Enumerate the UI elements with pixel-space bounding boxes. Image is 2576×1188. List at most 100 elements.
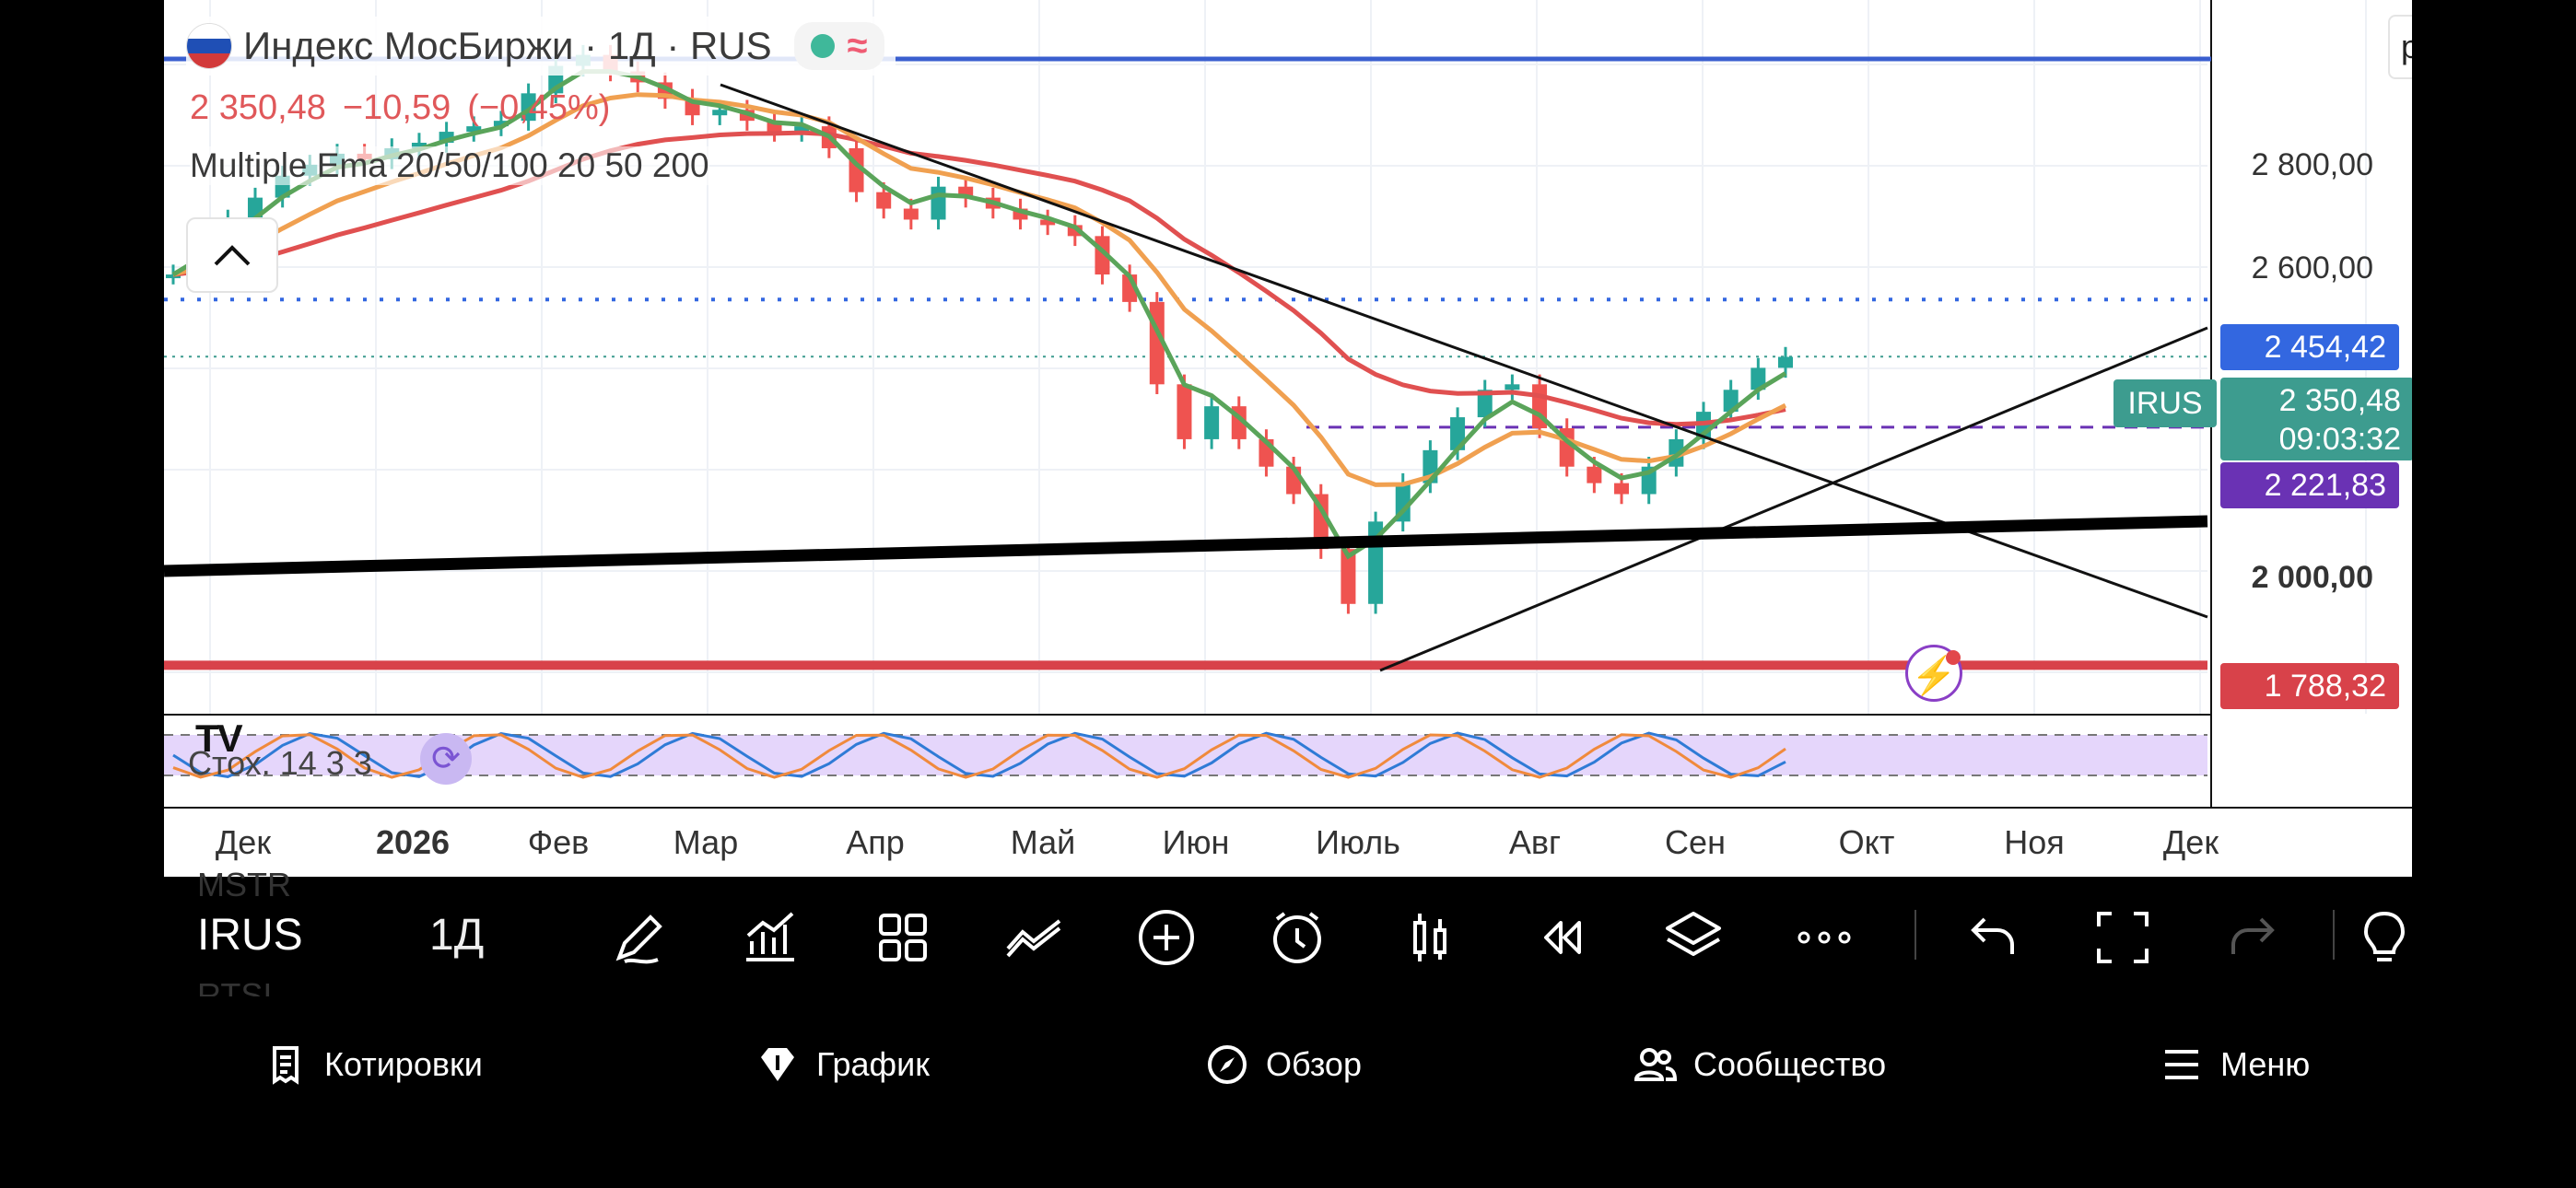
current-price: 2 350,48 xyxy=(2278,383,2401,418)
nav-menu[interactable]: Меню xyxy=(2160,1042,2310,1087)
collapse-legend-button[interactable] xyxy=(186,217,278,293)
drawings-icon[interactable] xyxy=(1001,904,1067,971)
time-label-dec: Дек xyxy=(215,823,272,861)
price-change-pct: (−0,45%) xyxy=(467,88,611,127)
lightning-icon[interactable]: ⚡ xyxy=(1905,645,1962,702)
price-chart[interactable] xyxy=(164,0,2412,877)
indicator-label[interactable]: Multiple Ema 20/50/100 20 50 200 xyxy=(190,146,709,185)
left-gutter xyxy=(0,0,164,996)
tips-icon[interactable] xyxy=(2357,904,2412,971)
price-row: 2 350,48 −10,59 (−0,45%) xyxy=(190,88,896,128)
time-label-jun: Июн xyxy=(1162,823,1230,861)
price-label-2800: 2 800,00 xyxy=(2251,147,2373,182)
time-label-apr: Апр xyxy=(846,823,905,861)
ticker-badge: IRUS xyxy=(2113,379,2217,427)
replay-icon[interactable] xyxy=(1528,904,1594,971)
symbol-title[interactable]: Индекс МосБиржи · 1Д · RUS xyxy=(243,24,772,67)
candle-body xyxy=(166,274,181,279)
candle-body xyxy=(439,132,454,143)
candle-body xyxy=(794,126,810,133)
people-icon xyxy=(1633,1048,1677,1081)
refresh-icon[interactable]: ⟳ xyxy=(420,733,472,785)
interval-button[interactable]: 1Д xyxy=(429,911,485,960)
nav-community[interactable]: Сообщество xyxy=(1633,1042,1886,1087)
nav-overview[interactable]: Обзор xyxy=(1205,1042,1362,1087)
candle-body xyxy=(931,186,946,220)
level-badge-blue[interactable]: 2 454,42 xyxy=(2220,324,2399,370)
candle-body xyxy=(1177,384,1192,439)
interval-input[interactable] xyxy=(2388,15,2412,79)
nav-quotes[interactable]: Котировки xyxy=(263,1042,483,1087)
candle-body xyxy=(1751,367,1766,390)
bar-countdown: 09:03:32 xyxy=(2278,422,2401,457)
undo-icon[interactable] xyxy=(1957,904,2023,971)
time-axis[interactable]: Дек 2026 Фев Мар Апр Май Июн Июль Авг Се… xyxy=(164,807,2412,879)
quotes-icon xyxy=(273,1046,299,1085)
candle-body xyxy=(1040,219,1056,226)
candle-body xyxy=(712,110,728,116)
candle-body xyxy=(1067,225,1083,237)
russia-flag-icon xyxy=(186,23,232,69)
indicators-icon[interactable] xyxy=(737,904,803,971)
stochastic-label[interactable]: Стох. 14 3 3 xyxy=(188,744,372,782)
nav-overview-label: Обзор xyxy=(1266,1045,1362,1083)
chart-area[interactable]: Индекс МосБиржи · 1Д · RUS ≈ 2 350,48 −10… xyxy=(164,0,2412,877)
candle-body xyxy=(767,121,782,133)
time-label-nov: Ноя xyxy=(2004,823,2065,861)
tradingview-logo: TV xyxy=(195,716,243,760)
fullscreen-icon[interactable] xyxy=(2090,904,2156,971)
candle-body xyxy=(1778,356,1793,368)
market-status-chip[interactable]: ≈ xyxy=(793,22,884,70)
current-price-badge: 2 350,48 09:03:32 xyxy=(2220,378,2412,460)
candle-body xyxy=(1341,549,1356,604)
price-label-2000: 2 000,00 xyxy=(2251,560,2373,595)
redo-icon[interactable] xyxy=(2222,904,2289,971)
notification-dot xyxy=(1946,650,1961,665)
last-price: 2 350,48 xyxy=(190,88,326,127)
candle-body xyxy=(411,143,427,148)
layers-icon[interactable] xyxy=(1660,904,1727,971)
symbol-title-row[interactable]: Индекс МосБиржи · 1Д · RUS ≈ xyxy=(186,17,896,76)
chart-icon xyxy=(761,1048,794,1081)
price-change: −10,59 xyxy=(342,88,451,127)
nav-community-label: Сообщество xyxy=(1693,1045,1887,1083)
nav-chart[interactable]: График xyxy=(755,1042,930,1087)
menu-icon xyxy=(2165,1050,2198,1079)
candle-body xyxy=(1013,208,1028,220)
chevron-up-icon xyxy=(214,245,251,266)
more-icon[interactable] xyxy=(1791,904,1857,971)
candle-body xyxy=(876,192,892,209)
ema-200-line xyxy=(172,130,1786,427)
candle-body xyxy=(1587,466,1602,483)
level-badge-red[interactable]: 1 788,32 xyxy=(2220,663,2399,709)
add-icon[interactable] xyxy=(1133,904,1200,971)
alert-icon[interactable] xyxy=(1264,904,1330,971)
candle-body xyxy=(958,186,974,198)
nav-quotes-label: Котировки xyxy=(324,1045,483,1083)
bar-style-icon[interactable] xyxy=(1397,904,1463,971)
layouts-icon[interactable] xyxy=(870,904,936,971)
bottom-navigation: Котировки График Обзор Сообщество Меню xyxy=(0,996,2576,1188)
chart-toolbar: MSTR IRUS RTSI 1Д xyxy=(164,866,2412,1014)
toolbar-divider-2 xyxy=(2333,910,2335,960)
time-label-sep: Сен xyxy=(1665,823,1726,861)
right-gutter xyxy=(2412,0,2576,996)
symbol-picker-prev[interactable]: MSTR xyxy=(197,866,291,903)
pen-icon[interactable] xyxy=(606,904,673,971)
trendline-ascending xyxy=(1379,326,2208,672)
nav-menu-label: Меню xyxy=(2220,1045,2311,1083)
toolbar-divider xyxy=(1914,910,1916,960)
candle-body xyxy=(1477,390,1493,418)
symbol-button[interactable]: IRUS xyxy=(197,911,303,960)
time-label-mar: Мар xyxy=(673,823,739,861)
price-label-2600: 2 600,00 xyxy=(2251,250,2373,285)
time-label-dec-2: Дек xyxy=(2162,823,2219,861)
ema-20-line xyxy=(171,69,1787,560)
time-label-jul: Июль xyxy=(1316,823,1400,861)
support-line xyxy=(164,515,2208,577)
level-badge-purple[interactable]: 2 221,83 xyxy=(2220,462,2399,508)
chart-legend: Индекс МосБиржи · 1Д · RUS ≈ 2 350,48 −10… xyxy=(186,17,896,185)
wave-icon: ≈ xyxy=(847,26,868,66)
candle-body xyxy=(1204,406,1220,439)
time-label-may: Май xyxy=(1010,823,1076,861)
